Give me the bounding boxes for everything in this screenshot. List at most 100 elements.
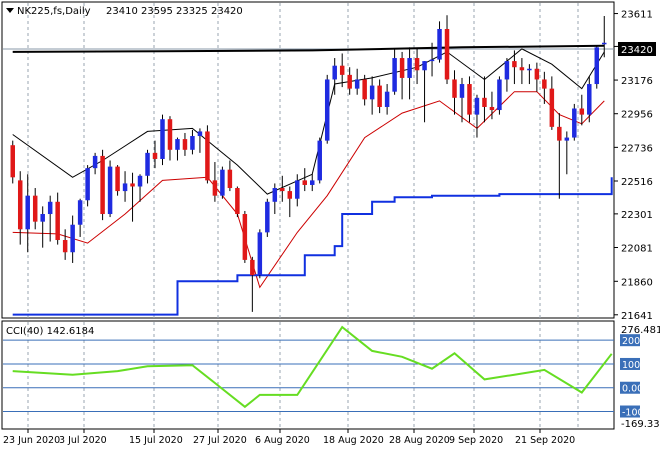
candle-body: [122, 183, 128, 192]
candle-body: [10, 145, 15, 178]
date-tick-label: 28 Aug 2020: [389, 435, 450, 446]
candle-body: [347, 74, 352, 89]
candle-body: [137, 175, 143, 187]
ohlc-values: 23410 23595 23325 23420: [106, 6, 243, 17]
candle-body: [55, 201, 60, 241]
candle-body: [250, 259, 255, 276]
candle-body: [25, 195, 30, 230]
symbol-label: NK225,fs,Daily: [17, 6, 91, 17]
candle-body: [512, 61, 517, 68]
cci-scale-top: 276.4817: [621, 325, 660, 336]
cci-level-label: 100: [622, 360, 640, 371]
candle-body: [564, 137, 570, 141]
candle-body: [242, 214, 248, 260]
candle-body: [265, 201, 270, 233]
cci-scale-bottom: -169.336: [621, 419, 660, 430]
candle-body: [227, 169, 233, 189]
candle-body: [40, 214, 45, 222]
candle-body: [444, 28, 450, 80]
candle-body: [549, 88, 555, 127]
candle-body: [504, 61, 510, 80]
candle-body: [339, 65, 345, 75]
candle-body: [62, 240, 68, 253]
candle-body: [130, 183, 135, 187]
candle-body: [70, 224, 75, 253]
date-tick-label: 3 Jul 2020: [59, 435, 107, 446]
candle-body: [414, 58, 420, 71]
cci-level-badge: [620, 381, 640, 394]
candle-body: [407, 58, 412, 78]
candle-body: [287, 191, 293, 199]
candle-body: [17, 180, 23, 230]
candle-body: [399, 58, 405, 78]
date-tick-label: 18 Aug 2020: [323, 435, 384, 446]
cci-level-badge: [620, 334, 640, 347]
candle-body: [92, 155, 98, 169]
candle-body: [482, 97, 487, 107]
sma200-line: [12, 44, 605, 53]
cci-level-label: 0.00: [622, 384, 643, 395]
cci-panel-frame: [1, 320, 615, 430]
candle-body: [197, 131, 203, 137]
candle-body: [32, 195, 38, 222]
candle-body: [160, 119, 165, 159]
price-tick-label: 23611: [621, 10, 653, 21]
candle-body: [354, 79, 360, 89]
triangle-down-icon: [6, 8, 14, 13]
date-tick-label: 23 Jun 2020: [3, 435, 60, 446]
date-tick-label: 27 Jul 2020: [193, 435, 247, 446]
cci-level-labels: 200 100 0.00 -100: [620, 334, 644, 419]
candle-body: [324, 79, 330, 141]
candle-body: [47, 201, 53, 215]
candle-body: [77, 200, 83, 225]
candle-body: [497, 79, 502, 111]
candle-body: [527, 68, 532, 71]
price-tick-label: 23176: [621, 76, 653, 87]
candle-body: [295, 180, 300, 199]
price-tick-label: 22956: [621, 110, 653, 121]
candle-body: [235, 188, 240, 215]
candle-body: [594, 47, 600, 85]
price-panel-frame: [1, 1, 615, 319]
cci-level-label: 200: [622, 336, 640, 347]
candle-body: [602, 42, 607, 45]
candle-body: [474, 97, 480, 115]
candle-body: [145, 152, 150, 176]
price-tick-label: 22081: [621, 244, 653, 255]
candle-body: [384, 91, 390, 107]
candle-body: [107, 166, 113, 215]
current-price-badge: [618, 42, 656, 56]
candle-body: [85, 168, 90, 201]
cci-series: [12, 325, 613, 409]
candle-body: [587, 84, 592, 115]
candle-body: [317, 140, 322, 181]
candle-body: [332, 65, 337, 80]
lower-band-line: [12, 91, 605, 289]
candle-body: [302, 180, 308, 185]
candle-body: [309, 180, 315, 185]
date-tick-label: 21 Sep 2020: [515, 435, 575, 446]
price-tick-label: 21860: [621, 277, 653, 288]
candle-body: [175, 139, 180, 150]
indicator-lines: [12, 44, 613, 316]
candle-body: [280, 188, 285, 192]
candle-body: [369, 85, 375, 100]
candle-body: [489, 106, 495, 111]
price-tick-label: 22516: [621, 177, 653, 188]
trailing-stop-line: [12, 177, 613, 316]
cci-line: [12, 325, 613, 409]
price-tick-label: 21641: [621, 311, 653, 322]
grid-lines: [27, 3, 579, 428]
date-tick-label: 15 Jul 2020: [129, 435, 183, 446]
candle-body: [212, 180, 218, 196]
cci-level-label: -100: [622, 408, 644, 419]
candle-body: [557, 126, 562, 141]
candles: [10, 15, 607, 312]
candle-body: [182, 139, 188, 150]
price-tick-label: 22301: [621, 210, 653, 221]
candle-body: [579, 108, 585, 115]
candle-body: [362, 79, 367, 100]
candle-body: [220, 169, 225, 196]
